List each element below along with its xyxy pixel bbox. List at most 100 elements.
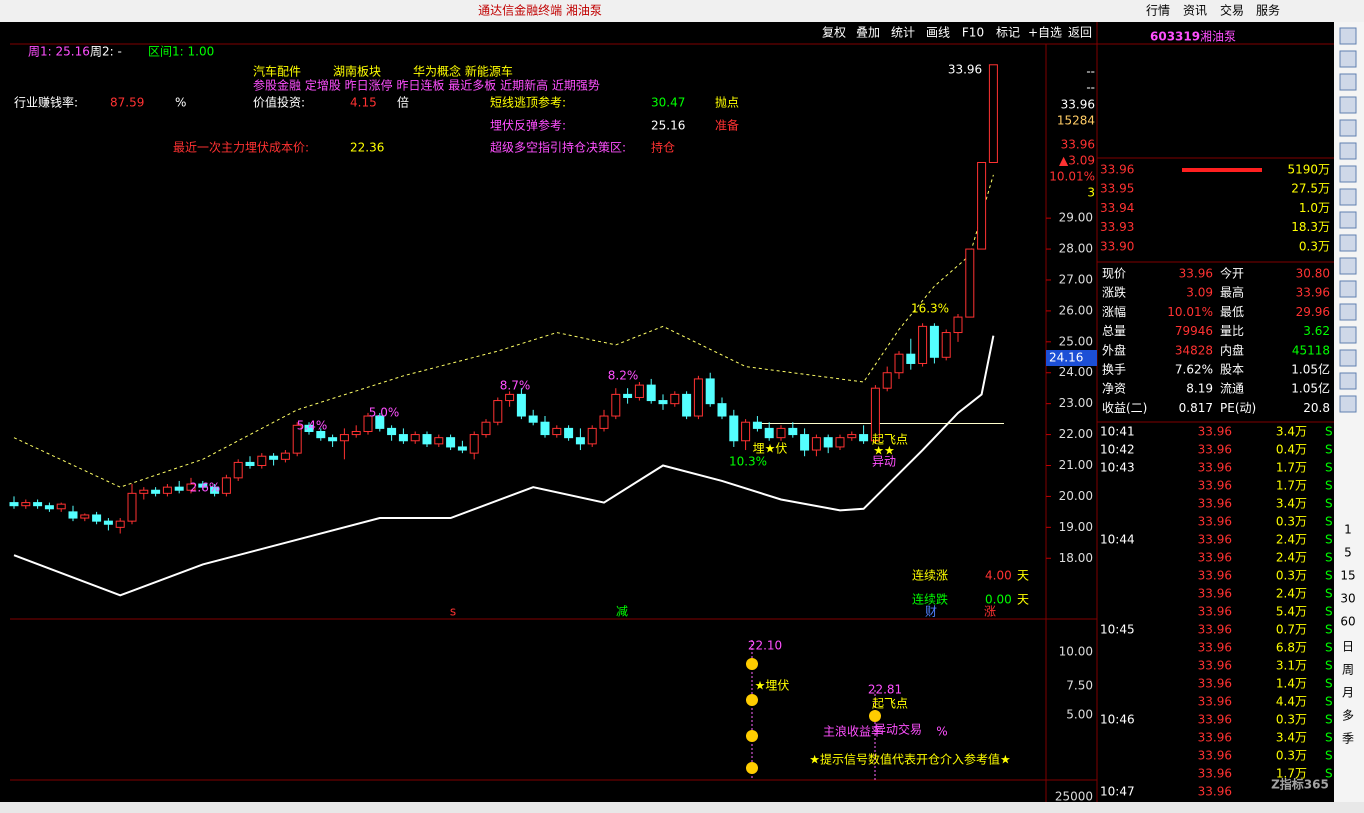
candle-body (174, 486, 184, 491)
period-button[interactable]: 日 (1342, 640, 1354, 654)
menu-item[interactable]: 行情 (1146, 4, 1170, 18)
sidebar-icon[interactable] (1339, 119, 1357, 137)
label: 埋伏反弹参考: (490, 118, 566, 133)
period-button[interactable]: 月 (1342, 686, 1354, 700)
sidebar-icon[interactable] (1339, 188, 1357, 206)
quote-value: 0.817 (1179, 401, 1213, 415)
toolbar-button[interactable]: 复权 (822, 26, 846, 40)
quote-label: PE(动) (1220, 401, 1256, 415)
y-tick-label: 27.00 (1059, 272, 1093, 286)
unit: 天 (1017, 593, 1029, 607)
sidebar-icon[interactable] (1339, 372, 1357, 390)
axis-label: -- (1086, 65, 1095, 79)
tick-price: 33.96 (1198, 731, 1232, 745)
toolbar-button[interactable]: 叠加 (856, 26, 880, 40)
candle-body (186, 483, 196, 491)
period-button[interactable]: 周 (1342, 663, 1354, 677)
signal: 抛点 (715, 95, 739, 110)
period-button[interactable]: 季 (1342, 732, 1354, 746)
tick-volume: 1.7万 (1276, 479, 1307, 493)
y-tick-label: 24.00 (1059, 365, 1093, 379)
annotation: 异动 (872, 455, 896, 469)
period-button[interactable]: 多 (1342, 709, 1354, 723)
toolbar-button[interactable]: F10 (962, 26, 984, 40)
candle-body (729, 415, 739, 442)
tick-side: S (1325, 515, 1333, 529)
candle-body (516, 393, 526, 417)
sidebar-icon[interactable] (1339, 165, 1357, 183)
period-button[interactable]: 15 (1340, 569, 1355, 583)
lower-tick-label: 7.50 (1066, 679, 1093, 693)
candle-body (221, 477, 231, 494)
panel-label: 22.81 (868, 683, 902, 697)
y-tick-label: 29.00 (1059, 211, 1093, 225)
candle-body (387, 427, 397, 436)
period-button[interactable]: 30 (1340, 592, 1355, 606)
candle-body (965, 248, 975, 318)
y-tick-label: 18.00 (1059, 551, 1093, 565)
toolbar-button[interactable]: 返回 (1068, 26, 1092, 40)
candle-body (528, 415, 538, 423)
value: 0.00 (985, 593, 1012, 607)
candle-body (481, 421, 491, 436)
sidebar-icon[interactable] (1339, 96, 1357, 114)
sidebar-icon[interactable] (1339, 303, 1357, 321)
ask-volume: 18.3万 (1291, 220, 1330, 234)
quote-label: 涨跌 (1102, 285, 1126, 300)
sidebar-icon[interactable] (1339, 50, 1357, 68)
period-button[interactable]: 5 (1344, 546, 1352, 560)
candle-body (587, 427, 597, 445)
period-button[interactable]: 60 (1340, 615, 1355, 629)
tick-price: 33.96 (1198, 551, 1232, 565)
marker: 财 (925, 605, 937, 619)
candle-body (80, 514, 90, 519)
candle-body (599, 415, 609, 429)
tick-time: 10:42 (1100, 443, 1135, 457)
candle-body (977, 161, 987, 250)
candle-body (292, 424, 302, 454)
sidebar-icon[interactable] (1339, 142, 1357, 160)
window-title: 通达信金融终端 湘油泵 (478, 3, 602, 18)
quote-value: 3.62 (1303, 324, 1330, 338)
sidebar-icon[interactable] (1339, 326, 1357, 344)
candle-body (882, 372, 892, 389)
lower-band (13, 335, 995, 597)
menu-item[interactable]: 资讯 (1183, 4, 1207, 18)
candle-body (351, 430, 361, 436)
upper-band (13, 174, 994, 488)
period-button[interactable]: 1 (1344, 523, 1352, 537)
tick-price: 33.96 (1198, 713, 1232, 727)
candle-body (575, 437, 585, 445)
toolbar-button[interactable]: 统计 (891, 26, 915, 40)
sidebar-icon[interactable] (1339, 211, 1357, 229)
sidebar-icon[interactable] (1339, 280, 1357, 298)
tags: 参股金融 定增股 昨日涨停 昨日连板 最近多板 近期新高 近期强势 (253, 78, 600, 93)
sector: 汽车配件 (253, 64, 301, 79)
sidebar-icon[interactable] (1339, 73, 1357, 91)
toolbar-button[interactable]: 标记 (996, 26, 1020, 40)
candle-body (564, 427, 574, 439)
candle-body (623, 393, 633, 398)
tick-price: 33.96 (1198, 497, 1232, 511)
signal-icon (746, 658, 758, 670)
tick-time: 10:46 (1100, 713, 1135, 727)
menu-item[interactable]: 交易 (1220, 3, 1244, 18)
candle-body (328, 437, 338, 442)
tick-price: 33.96 (1198, 749, 1232, 763)
candle-body (151, 489, 161, 494)
sidebar-icon[interactable] (1339, 349, 1357, 367)
candle-body (375, 415, 385, 429)
quote-label: 流通 (1220, 382, 1244, 396)
annotation: 16.3% (911, 302, 949, 316)
toolbar-button[interactable]: 画线 (926, 26, 950, 40)
candle-body (634, 384, 644, 398)
tick-side: S (1325, 641, 1333, 655)
sidebar-icon[interactable] (1339, 257, 1357, 275)
menu-item[interactable]: 服务 (1256, 3, 1280, 18)
quote-label: 外盘 (1102, 342, 1126, 357)
sidebar-icon[interactable] (1339, 27, 1357, 45)
sidebar-icon[interactable] (1339, 234, 1357, 252)
toolbar-button[interactable]: +自选 (1028, 26, 1062, 40)
sidebar-icon[interactable] (1339, 395, 1357, 413)
